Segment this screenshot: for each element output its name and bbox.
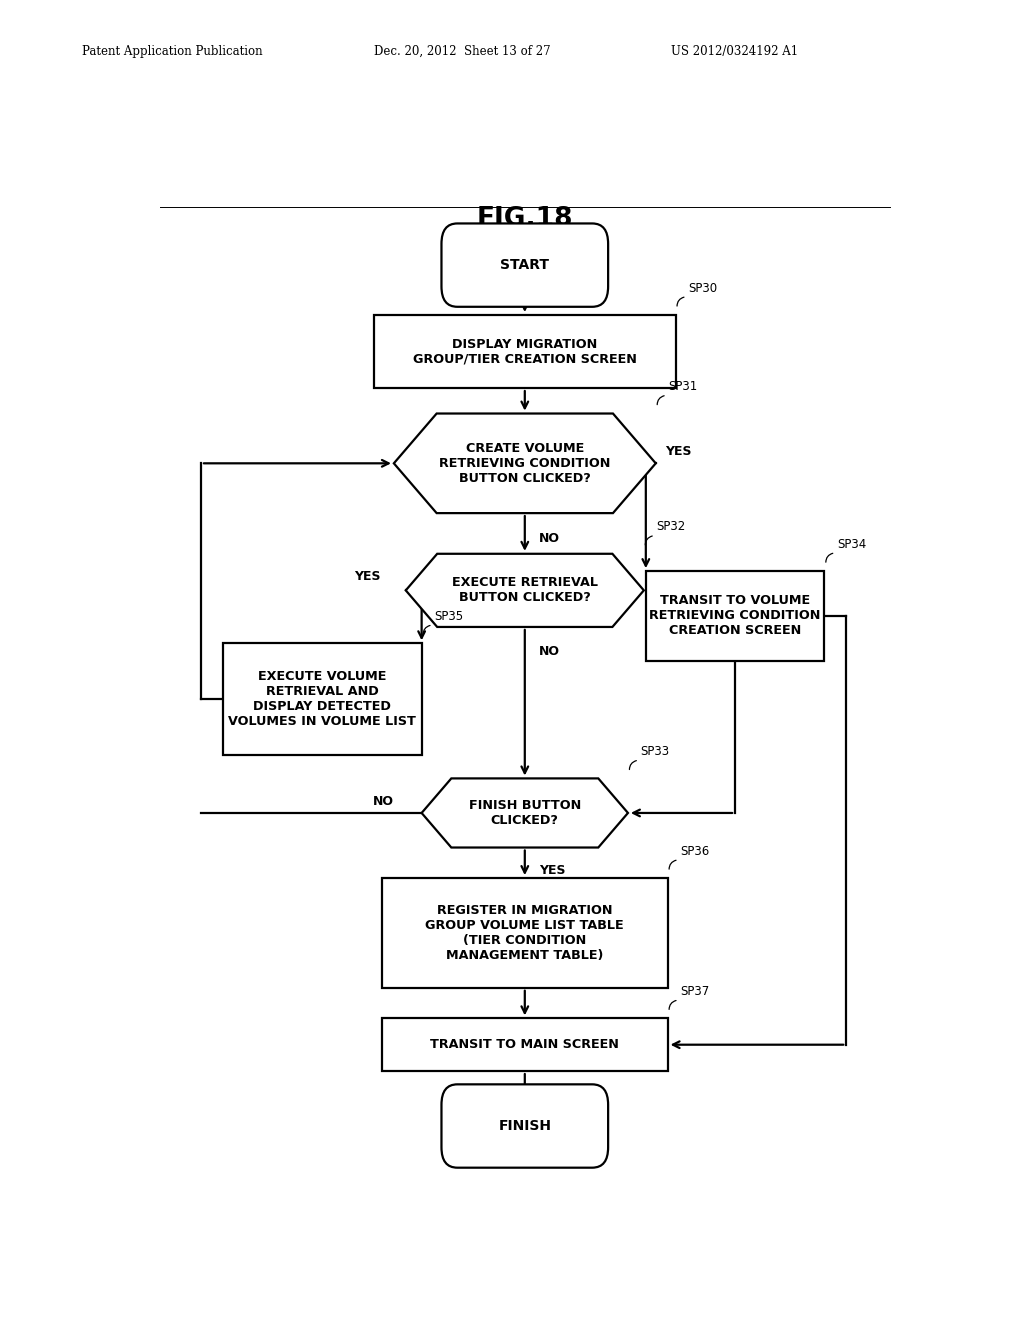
Bar: [382, 1018, 668, 1071]
Bar: [646, 572, 824, 660]
Bar: [382, 878, 668, 987]
Text: CREATE VOLUME
RETRIEVING CONDITION
BUTTON CLICKED?: CREATE VOLUME RETRIEVING CONDITION BUTTO…: [439, 442, 610, 484]
Text: YES: YES: [666, 445, 692, 458]
Text: SP37: SP37: [680, 985, 710, 998]
Text: Dec. 20, 2012  Sheet 13 of 27: Dec. 20, 2012 Sheet 13 of 27: [374, 45, 550, 58]
FancyBboxPatch shape: [441, 223, 608, 306]
Text: YES: YES: [354, 570, 381, 583]
Text: YES: YES: [539, 865, 565, 876]
Text: SP31: SP31: [669, 380, 697, 393]
Text: SP30: SP30: [688, 281, 718, 294]
Text: US 2012/0324192 A1: US 2012/0324192 A1: [671, 45, 798, 58]
Text: REGISTER IN MIGRATION
GROUP VOLUME LIST TABLE
(TIER CONDITION
MANAGEMENT TABLE): REGISTER IN MIGRATION GROUP VOLUME LIST …: [426, 904, 624, 962]
Text: SP34: SP34: [837, 537, 866, 550]
Bar: [223, 643, 422, 755]
Text: TRANSIT TO MAIN SCREEN: TRANSIT TO MAIN SCREEN: [430, 1039, 620, 1051]
Text: NO: NO: [539, 532, 560, 545]
Text: FIG.18: FIG.18: [476, 206, 573, 232]
Text: FINISH BUTTON
CLICKED?: FINISH BUTTON CLICKED?: [469, 799, 581, 826]
Text: TRANSIT TO VOLUME
RETRIEVING CONDITION
CREATION SCREEN: TRANSIT TO VOLUME RETRIEVING CONDITION C…: [649, 594, 821, 638]
Text: SP32: SP32: [656, 520, 686, 533]
Bar: [374, 315, 676, 388]
Text: SP35: SP35: [434, 610, 464, 623]
Polygon shape: [406, 554, 644, 627]
Text: EXECUTE RETRIEVAL
BUTTON CLICKED?: EXECUTE RETRIEVAL BUTTON CLICKED?: [452, 577, 598, 605]
Text: Patent Application Publication: Patent Application Publication: [82, 45, 262, 58]
Text: FINISH: FINISH: [499, 1119, 551, 1133]
Polygon shape: [422, 779, 628, 847]
Text: NO: NO: [373, 795, 393, 808]
Text: SP33: SP33: [641, 744, 670, 758]
Text: DISPLAY MIGRATION
GROUP/TIER CREATION SCREEN: DISPLAY MIGRATION GROUP/TIER CREATION SC…: [413, 338, 637, 366]
Text: EXECUTE VOLUME
RETRIEVAL AND
DISPLAY DETECTED
VOLUMES IN VOLUME LIST: EXECUTE VOLUME RETRIEVAL AND DISPLAY DET…: [228, 671, 417, 729]
Text: SP36: SP36: [680, 845, 710, 858]
Text: START: START: [501, 259, 549, 272]
Text: NO: NO: [539, 645, 560, 659]
FancyBboxPatch shape: [441, 1084, 608, 1168]
Polygon shape: [394, 413, 655, 513]
